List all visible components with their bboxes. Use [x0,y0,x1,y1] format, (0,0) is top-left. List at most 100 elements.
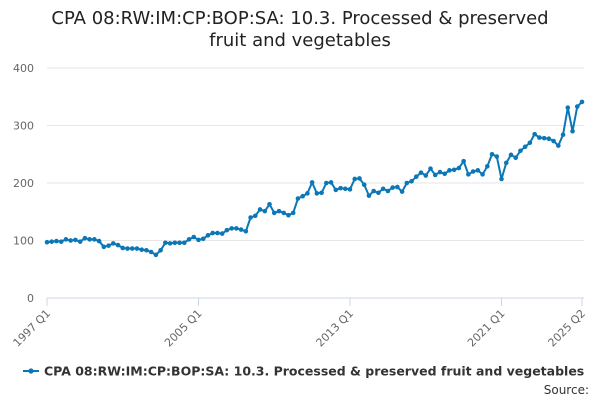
data-point[interactable] [129,246,135,251]
data-point[interactable] [262,208,268,214]
data-point[interactable] [73,237,78,243]
data-point[interactable] [295,196,301,201]
data-point[interactable] [271,210,277,216]
data-point[interactable] [461,158,466,164]
data-point[interactable] [541,135,547,141]
data-point[interactable] [556,143,561,148]
data-point[interactable] [200,236,206,242]
data-point[interactable] [172,240,178,246]
data-point[interactable] [579,99,585,105]
data-point[interactable] [432,172,438,178]
data-point[interactable] [290,210,296,216]
data-point[interactable] [565,105,571,110]
data-point[interactable] [376,190,381,196]
data-point[interactable] [338,185,343,191]
data-point[interactable] [115,242,121,248]
data-point[interactable] [333,187,339,193]
data-point[interactable] [404,180,410,186]
data-point[interactable] [527,140,533,146]
data-point[interactable] [551,138,556,144]
data-point[interactable] [342,186,348,192]
data-point[interactable] [570,128,575,134]
data-point[interactable] [371,188,376,194]
data-point[interactable] [314,191,320,196]
data-point[interactable] [560,132,566,137]
data-point[interactable] [63,237,69,242]
data-point[interactable] [106,243,111,248]
data-point[interactable] [305,191,310,196]
data-point[interactable] [390,185,395,190]
data-point[interactable] [49,239,55,244]
data-point[interactable] [466,172,471,177]
data-point[interactable] [210,230,216,236]
data-point[interactable] [324,180,329,186]
data-point[interactable] [470,169,476,174]
data-point[interactable] [101,244,107,250]
data-point[interactable] [224,227,230,233]
data-point[interactable] [54,238,59,244]
data-point[interactable] [92,237,97,242]
data-point[interactable] [437,169,443,175]
data-point[interactable] [234,226,239,231]
data-point[interactable] [148,249,154,255]
data-point[interactable] [153,252,159,258]
data-point[interactable] [248,215,253,220]
legend[interactable]: CPA 08:RW:IM:CP:BOP:SA: 10.3. Processed … [23,364,584,379]
data-point[interactable] [215,230,220,236]
data-point[interactable] [385,188,391,194]
data-point[interactable] [186,237,192,242]
data-point[interactable] [546,136,552,142]
data-point[interactable] [357,176,362,181]
data-point[interactable] [196,237,201,243]
data-point[interactable] [281,210,287,216]
data-point[interactable] [423,173,429,178]
data-point[interactable] [395,184,400,190]
data-point[interactable] [120,245,126,251]
data-point[interactable] [485,164,490,169]
data-point[interactable] [380,186,386,192]
data-point[interactable] [309,180,315,185]
data-point[interactable] [442,171,448,177]
data-point[interactable] [182,240,187,246]
data-point[interactable] [513,155,519,160]
data-point[interactable] [447,168,452,173]
data-point[interactable] [167,241,173,246]
data-point[interactable] [253,213,258,219]
data-point[interactable] [508,152,514,158]
data-point[interactable] [489,151,495,157]
data-point[interactable] [518,148,523,154]
data-point[interactable] [257,207,263,212]
data-point[interactable] [522,144,528,150]
data-point[interactable] [537,135,542,140]
data-point[interactable] [399,189,405,194]
data-point[interactable] [68,238,73,243]
data-point[interactable] [191,234,197,240]
data-point[interactable] [144,247,149,253]
data-point[interactable] [319,190,324,196]
data-point[interactable] [205,233,211,238]
data-point[interactable] [480,172,485,177]
data-point[interactable] [409,178,414,184]
data-point[interactable] [87,237,92,242]
data-point[interactable] [413,174,419,179]
data-point[interactable] [532,131,537,137]
data-point[interactable] [352,176,358,182]
data-point[interactable] [77,239,83,244]
data-point[interactable] [428,166,433,171]
data-point[interactable] [276,208,282,214]
data-point[interactable] [456,165,462,171]
data-point[interactable] [163,240,168,246]
data-point[interactable] [82,235,88,241]
data-point[interactable] [139,247,144,252]
data-point[interactable] [229,226,234,231]
data-point[interactable] [243,229,249,234]
data-point[interactable] [475,168,481,173]
data-point[interactable] [328,180,334,185]
data-point[interactable] [96,238,102,244]
data-point[interactable] [44,239,50,245]
data-point[interactable] [58,239,64,244]
data-point[interactable] [286,212,291,218]
data-point[interactable] [219,231,225,236]
data-point[interactable] [499,176,504,182]
data-point[interactable] [574,104,580,109]
